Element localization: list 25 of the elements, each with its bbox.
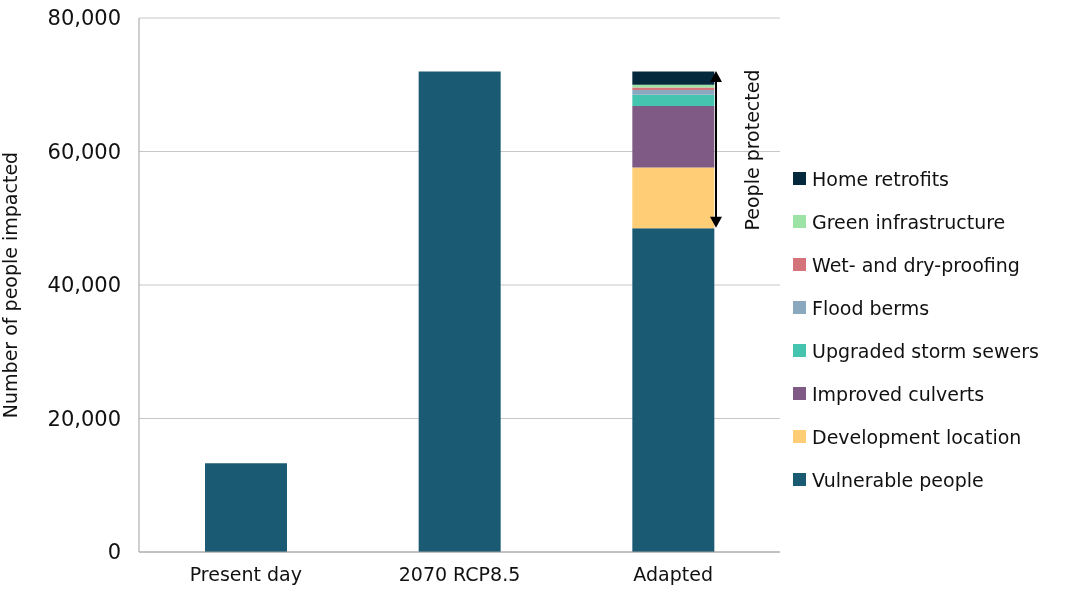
legend-label: Upgraded storm sewers [812, 339, 1039, 362]
legend-label: Improved culverts [812, 382, 985, 405]
legend-label: Vulnerable people [812, 468, 984, 491]
bar [632, 167, 715, 229]
y-tick-label: 20,000 [47, 406, 121, 431]
y-tick-label: 0 [107, 540, 121, 565]
y-axis-title: Number of people impacted [0, 151, 21, 419]
y-tick-label: 40,000 [47, 273, 121, 298]
y-tick-label: 60,000 [47, 139, 121, 164]
legend-label: Green infrastructure [812, 210, 1006, 233]
legend-label: Wet- and dry-proofing [812, 253, 1020, 276]
legend-label: Flood berms [812, 296, 930, 319]
y-tick-label: 80,000 [47, 6, 121, 31]
bar [632, 90, 715, 95]
bar [632, 94, 715, 107]
bar [205, 463, 287, 552]
bar [632, 106, 715, 168]
legend-label: Development location [812, 425, 1022, 448]
x-tick-label: Adapted [633, 563, 713, 586]
x-tick-label: 2070 RCP8.5 [398, 563, 521, 586]
bar [418, 71, 501, 552]
legend-label: Home retrofits [812, 167, 950, 190]
bar [632, 228, 715, 552]
x-tick-label: Present day [189, 563, 302, 586]
annotation: People protected [741, 69, 764, 231]
